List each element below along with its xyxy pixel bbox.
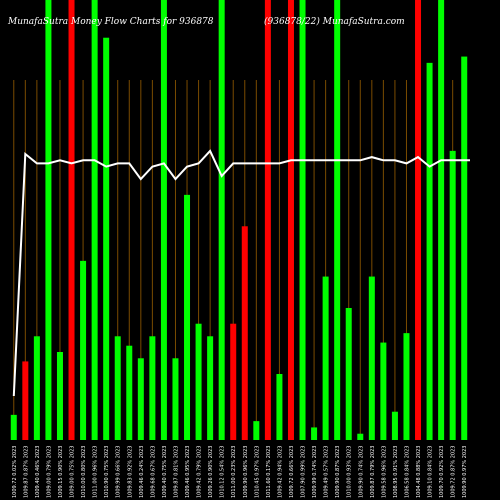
x-tick-label: 1009.87 0.81% 2023 xyxy=(173,446,179,498)
x-tick-label: 1009.46 0.95% 2023 xyxy=(185,446,191,498)
bar xyxy=(368,276,375,440)
bar xyxy=(345,308,352,440)
x-tick-label: 1009.90 0.96% 2023 xyxy=(243,446,249,498)
bar xyxy=(103,37,110,440)
chart-title-right: (936878/22) MunafaSutra.com xyxy=(264,16,405,27)
bar xyxy=(264,0,271,440)
bar xyxy=(22,361,29,440)
x-tick-label: 1009.87 0.87% 2023 xyxy=(23,446,29,498)
x-tick-label: 1010.00 0.80% 2023 xyxy=(81,446,87,498)
x-tick-label: 1010.12 0.54% 2023 xyxy=(220,446,226,498)
x-tick-label: 1007.90 0.99% 2023 xyxy=(301,446,307,498)
x-tick-label: 1009.42 0.79% 2023 xyxy=(197,446,203,498)
bar xyxy=(218,0,225,440)
x-tick-label: 1009.42 0.94% 2023 xyxy=(277,446,283,498)
x-tick-label: 1009.49 0.57% 2023 xyxy=(324,446,330,498)
bar xyxy=(403,333,410,440)
bar xyxy=(276,374,283,440)
bar xyxy=(380,342,387,440)
bar xyxy=(91,0,98,440)
x-tick-label: 1009.15 0.90% 2023 xyxy=(58,446,64,498)
bar xyxy=(195,323,202,440)
x-tick-label: 1009.46 0.24% 2023 xyxy=(139,446,145,498)
x-tick-label: 1009.72 0.66% 2023 xyxy=(289,446,295,498)
chart-bars xyxy=(10,0,468,440)
x-tick-label: 1009.58 0.96% 2023 xyxy=(381,446,387,498)
bar xyxy=(184,194,191,440)
x-tick-label: 1008.95 0.91% 2023 xyxy=(393,446,399,498)
bar xyxy=(241,226,248,440)
x-tick-label: 1009.87 0.79% 2023 xyxy=(370,446,376,498)
x-tick-label: 1011.60 0.17% 2023 xyxy=(266,446,272,498)
bar xyxy=(126,345,133,440)
x-tick-label: 1009.26 0.90% 2023 xyxy=(208,446,214,498)
x-tick-label: 1009.00 0.79% 2023 xyxy=(46,446,52,498)
bar xyxy=(334,0,341,440)
x-tick-label: 1009.90 0.87% 2023 xyxy=(335,446,341,498)
bar xyxy=(461,56,468,440)
bar xyxy=(299,0,306,440)
x-tick-label: 1011.00 0.23% 2023 xyxy=(231,446,237,498)
x-tick-label: 1009.40 0.75% 2023 xyxy=(162,446,168,498)
x-tick-label: 1010.45 0.97% 2023 xyxy=(254,446,260,498)
bar xyxy=(426,62,433,440)
x-tick-label: 1009.99 0.66% 2023 xyxy=(116,446,122,498)
x-tick-label: 1009.70 0.92% 2023 xyxy=(439,446,445,498)
bar xyxy=(207,336,214,440)
bar xyxy=(68,0,75,440)
x-tick-label: 1011.00 0.96% 2023 xyxy=(93,446,99,498)
bar xyxy=(137,358,144,440)
x-tick-label: 1004.48 0.88% 2023 xyxy=(416,446,422,498)
x-tick-label: 1009.40 0.46% 2023 xyxy=(35,446,41,498)
bar xyxy=(56,352,63,440)
bar xyxy=(160,0,167,440)
bar xyxy=(391,411,398,440)
x-tick-label: 1009.10 0.84% 2023 xyxy=(428,446,434,498)
x-axis-tick-labels: 1009.72 0.02% 2023 1009.87 0.87% 2023 1009… xyxy=(12,446,468,498)
x-tick-label: 1009.72 0.87% 2023 xyxy=(451,446,457,498)
bar xyxy=(415,0,422,440)
bar xyxy=(357,433,364,440)
bar xyxy=(438,0,445,440)
x-tick-label: 1009.90 0.74% 2023 xyxy=(358,446,364,498)
x-tick-label: 1009.90 0.97% 2023 xyxy=(462,446,468,498)
bar xyxy=(114,336,121,440)
x-tick-label: 1009.00 0.75% 2023 xyxy=(70,446,76,498)
bar xyxy=(230,323,237,440)
bar xyxy=(80,260,87,440)
x-tick-label: 1009.83 0.92% 2023 xyxy=(127,446,133,498)
bar xyxy=(287,0,294,440)
bar xyxy=(311,427,318,440)
x-tick-label: 1009.99 0.74% 2023 xyxy=(312,446,318,498)
bar xyxy=(33,336,40,440)
bar xyxy=(322,276,329,440)
bar xyxy=(45,0,52,440)
x-tick-label: 1010.00 0.93% 2023 xyxy=(347,446,353,498)
x-tick-label: 1010.90 0.75% 2023 xyxy=(104,446,110,498)
bar xyxy=(149,336,156,440)
bar xyxy=(172,358,179,440)
x-tick-label: 1009.72 0.02% 2023 xyxy=(12,446,18,498)
bar xyxy=(253,421,260,440)
x-tick-label: 1009.68 0.67% 2023 xyxy=(150,446,156,498)
money-flow-line xyxy=(12,149,470,397)
x-tick-label: 1006.58 0.84% 2023 xyxy=(404,446,410,498)
bar xyxy=(449,150,456,440)
bar xyxy=(10,414,17,440)
chart-title-left: MunafaSutra Money Flow Charts for 936878 xyxy=(7,17,214,27)
